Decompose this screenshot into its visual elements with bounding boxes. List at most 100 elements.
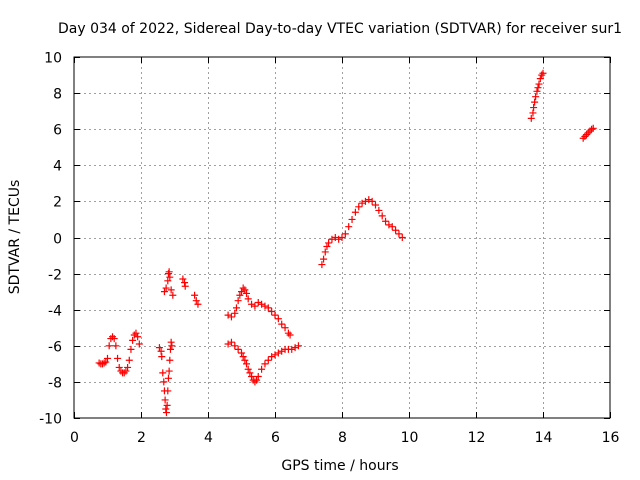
data-point <box>104 354 111 362</box>
data-point <box>533 87 541 95</box>
data-point <box>271 311 279 319</box>
data-point <box>236 291 244 299</box>
data-point <box>583 131 591 139</box>
data-point <box>291 344 299 352</box>
data-point <box>539 69 547 77</box>
x-tick-label: 2 <box>137 430 146 446</box>
axis-ticks <box>74 57 611 419</box>
data-point <box>388 223 396 231</box>
data-point <box>325 239 333 247</box>
x-tick-label: 0 <box>70 430 79 446</box>
y-axis-label: SDTVAR / TECUs <box>7 180 23 295</box>
data-point <box>114 354 122 362</box>
data-point <box>224 311 232 319</box>
data-point <box>169 291 177 299</box>
y-tick-label: 6 <box>53 123 62 139</box>
data-point <box>382 217 390 225</box>
data-point <box>248 300 256 308</box>
data-point <box>192 297 200 305</box>
data-point <box>194 300 202 308</box>
data-point <box>351 208 359 216</box>
data-point <box>191 291 199 299</box>
data-point <box>164 270 172 278</box>
data-point <box>385 221 393 229</box>
data-point <box>243 360 251 368</box>
x-tick-label: 6 <box>271 430 280 446</box>
data-point <box>358 199 366 207</box>
data-point <box>531 98 539 106</box>
data-point <box>165 367 173 375</box>
x-tick-label: 4 <box>204 430 213 446</box>
x-axis-label: GPS time / hours <box>281 458 398 474</box>
data-point <box>248 372 256 380</box>
data-point <box>234 297 242 305</box>
data-point <box>361 197 369 205</box>
data-point <box>160 378 168 386</box>
data-point <box>166 345 174 353</box>
data-point <box>345 223 353 231</box>
data-point <box>231 342 239 350</box>
data-point <box>238 349 245 357</box>
data-point <box>584 129 592 137</box>
data-point <box>110 335 118 343</box>
data-point <box>124 363 132 371</box>
data-point <box>244 365 252 373</box>
data-point <box>125 356 133 364</box>
data-point <box>112 342 120 350</box>
data-point <box>167 338 175 346</box>
data-point <box>109 333 117 341</box>
data-point <box>338 234 346 241</box>
data-point <box>161 396 169 404</box>
y-tick-label: 2 <box>53 195 62 211</box>
data-point <box>158 353 166 361</box>
data-point <box>318 261 326 269</box>
data-point <box>527 114 535 122</box>
data-point <box>274 315 282 323</box>
data-point <box>129 336 137 344</box>
data-point <box>581 132 589 140</box>
data-point <box>243 289 251 297</box>
data-point <box>258 300 266 308</box>
y-tick-label: -8 <box>48 376 62 392</box>
data-point <box>135 340 143 348</box>
data-point <box>238 288 245 296</box>
data-point <box>162 405 170 413</box>
data-point <box>286 331 294 339</box>
data-point <box>155 344 163 352</box>
data-point <box>264 356 272 364</box>
data-point <box>167 286 175 294</box>
data-point <box>120 369 128 377</box>
data-point <box>538 71 546 79</box>
data-point <box>253 376 261 384</box>
data-point <box>164 387 172 395</box>
data-point <box>254 298 262 306</box>
x-tick-label: 16 <box>602 430 620 446</box>
data-point <box>335 235 343 243</box>
data-point <box>231 309 239 317</box>
grid <box>74 57 610 418</box>
data-point <box>579 134 587 142</box>
data-point <box>321 248 329 256</box>
x-tick-label: 12 <box>468 430 486 446</box>
data-point <box>239 284 247 292</box>
data-point <box>239 353 247 361</box>
data-point <box>232 304 240 312</box>
data-point <box>115 363 123 371</box>
data-point <box>166 273 174 281</box>
data-point <box>261 302 269 310</box>
data-point <box>281 324 289 332</box>
data-point <box>294 342 302 350</box>
data-point <box>378 212 386 220</box>
data-point <box>246 369 254 377</box>
data-point <box>251 302 259 310</box>
data-point <box>163 401 171 409</box>
data-point <box>254 372 262 380</box>
data-point <box>122 367 130 375</box>
data-point <box>341 230 349 238</box>
data-point <box>395 230 403 238</box>
data-point <box>181 282 189 290</box>
data-point <box>271 351 279 359</box>
x-tick-label: 14 <box>535 430 553 446</box>
data-point <box>179 275 187 283</box>
